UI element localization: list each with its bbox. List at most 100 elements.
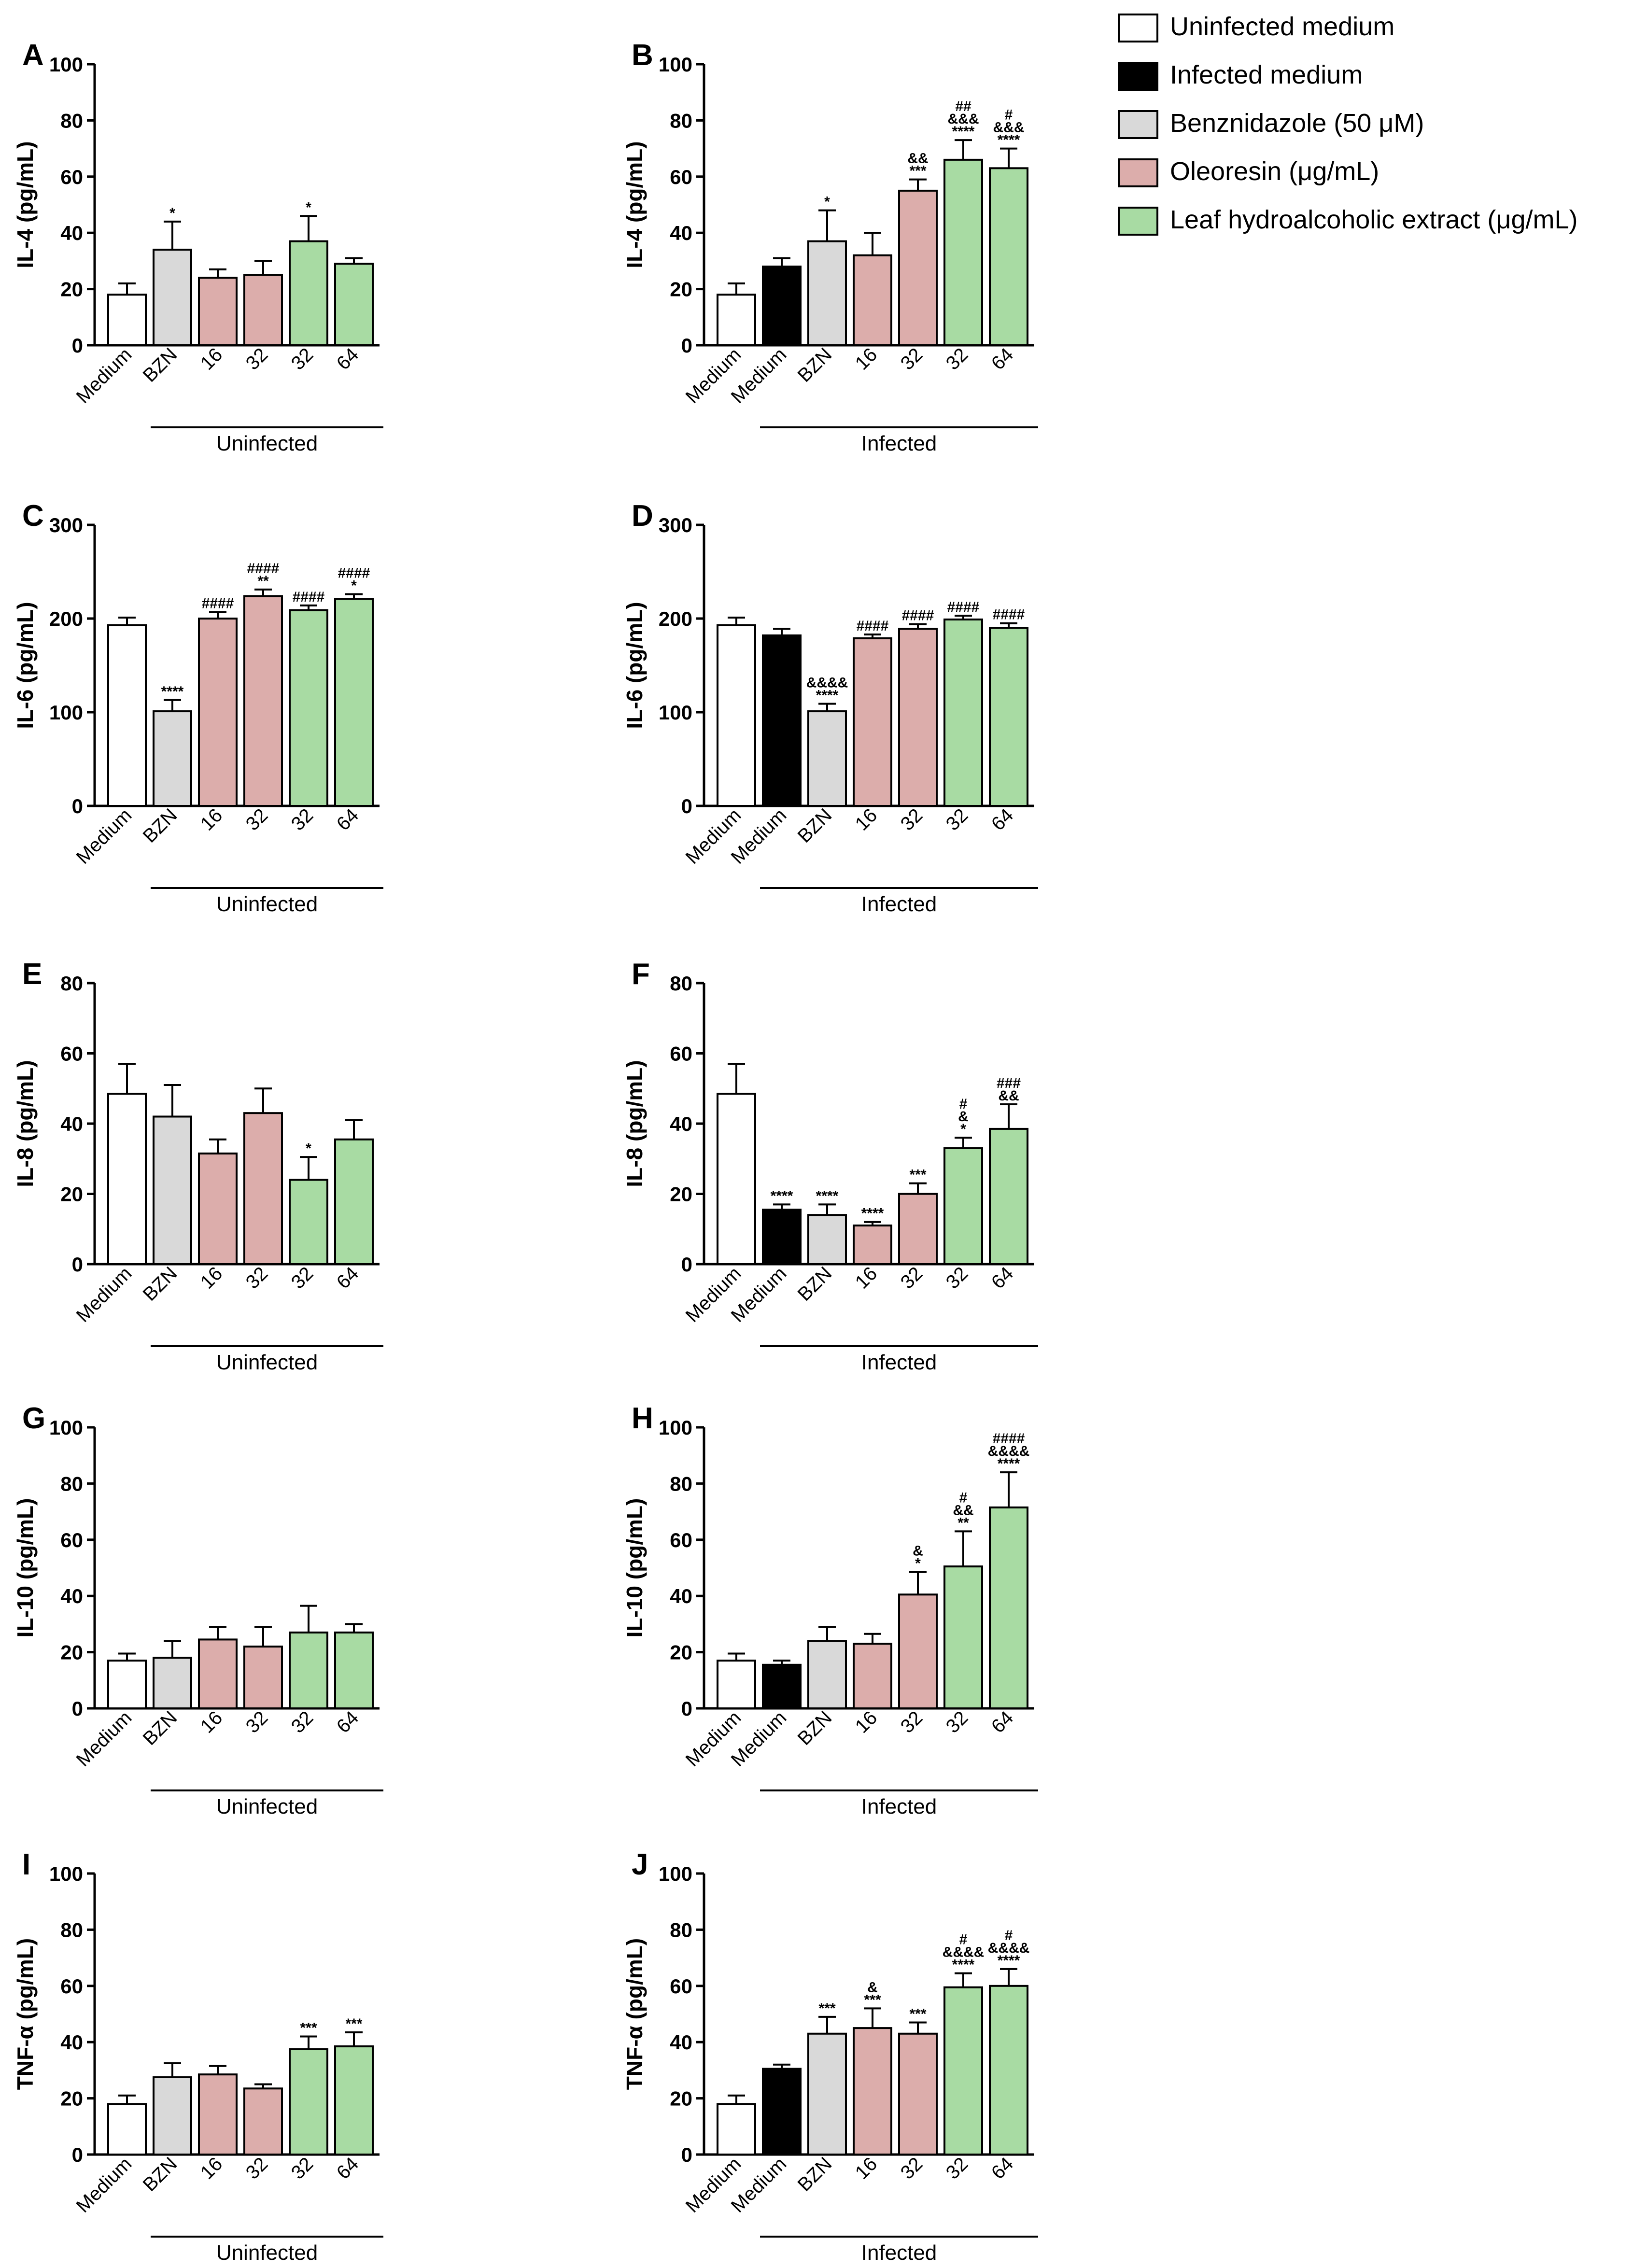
y-tick-label: 60 bbox=[670, 166, 692, 188]
x-tick-label: 64 bbox=[333, 1707, 363, 1737]
panel-letter: B bbox=[632, 39, 653, 72]
legend-swatch-uninfected-medium bbox=[1118, 14, 1158, 42]
y-tick-label: 100 bbox=[659, 1416, 692, 1439]
significance-label: * bbox=[960, 1121, 966, 1137]
x-tick-label: 64 bbox=[987, 344, 1018, 374]
x-tick-label: BZN bbox=[139, 1707, 182, 1749]
bar bbox=[762, 1663, 802, 1710]
significance-label: #### bbox=[902, 608, 934, 624]
bar bbox=[989, 1985, 1028, 2155]
significance-label: * bbox=[824, 194, 830, 210]
bar bbox=[717, 2103, 756, 2156]
bar bbox=[334, 2045, 374, 2156]
bar bbox=[289, 1179, 328, 1265]
y-axis-label: IL-10 (pg/mL) bbox=[13, 1498, 38, 1638]
significance-label: &&&& bbox=[806, 675, 848, 691]
bar bbox=[334, 598, 374, 807]
y-tick-label: 20 bbox=[60, 1183, 83, 1206]
x-tick-label: 32 bbox=[942, 2153, 972, 2183]
y-tick-label: 0 bbox=[681, 334, 692, 357]
bar bbox=[989, 1506, 1028, 1710]
significance-label: *** bbox=[300, 2020, 317, 2036]
bar bbox=[989, 1127, 1028, 1266]
bar bbox=[334, 1138, 374, 1266]
y-tick-label: 40 bbox=[60, 1585, 83, 1607]
panel-letter: F bbox=[632, 958, 650, 991]
x-tick-label: 64 bbox=[987, 804, 1018, 835]
significance-label: &&& bbox=[948, 111, 979, 127]
significance-label: **** bbox=[816, 1188, 839, 1204]
y-tick-label: 80 bbox=[60, 972, 83, 995]
legend-label: Leaf hydroalcoholic extract (μg/mL) bbox=[1170, 205, 1578, 234]
y-tick-label: 0 bbox=[72, 1253, 83, 1276]
y-tick-label: 60 bbox=[670, 1529, 692, 1551]
bar bbox=[943, 618, 983, 807]
panel-letter: D bbox=[632, 499, 653, 533]
legend-label: Infected medium bbox=[1170, 60, 1363, 89]
x-tick-label: 64 bbox=[987, 1263, 1018, 1293]
bar bbox=[898, 628, 938, 807]
significance-label: &&&& bbox=[988, 1443, 1030, 1459]
x-tick-label: 16 bbox=[851, 1707, 882, 1737]
x-tick-label: BZN bbox=[794, 1707, 836, 1749]
bar bbox=[853, 2027, 892, 2156]
y-tick-label: 200 bbox=[659, 607, 692, 630]
y-tick-label: 20 bbox=[670, 1641, 692, 1664]
significance-label: ### bbox=[997, 1075, 1021, 1091]
x-tick-label: 32 bbox=[287, 344, 318, 374]
bar bbox=[717, 1093, 756, 1266]
y-tick-label: 20 bbox=[60, 1641, 83, 1664]
bar bbox=[898, 1193, 938, 1265]
significance-label: #### bbox=[993, 1431, 1025, 1447]
x-tick-label: 32 bbox=[287, 1263, 318, 1293]
x-tick-label: 32 bbox=[897, 344, 927, 374]
x-tick-label: 32 bbox=[942, 344, 972, 374]
x-tick-label: 64 bbox=[333, 804, 363, 835]
significance-label: **** bbox=[816, 688, 839, 704]
bar bbox=[198, 2073, 238, 2155]
significance-label: && bbox=[998, 1088, 1019, 1104]
panel-letter: I bbox=[22, 1848, 30, 1881]
y-tick-label: 60 bbox=[60, 1975, 83, 1998]
x-tick-label: BZN bbox=[139, 1263, 182, 1305]
group-label: Uninfected bbox=[216, 1351, 318, 1374]
y-tick-label: 0 bbox=[72, 795, 83, 817]
y-tick-label: 300 bbox=[659, 514, 692, 536]
panel-letter: H bbox=[632, 1402, 653, 1435]
x-tick-label: BZN bbox=[139, 344, 182, 386]
x-tick-label: BZN bbox=[794, 804, 836, 847]
panel-letter: C bbox=[22, 499, 44, 533]
significance-label: *** bbox=[818, 2000, 835, 2016]
legend-swatch-oleoresin bbox=[1118, 158, 1158, 187]
bar bbox=[717, 624, 756, 807]
x-tick-label: 16 bbox=[851, 804, 882, 835]
y-tick-label: 80 bbox=[60, 1472, 83, 1495]
x-tick-label: 32 bbox=[242, 1263, 272, 1293]
group-label: Infected bbox=[861, 2241, 937, 2265]
x-tick-label: 16 bbox=[197, 1263, 227, 1293]
legend-label: Oleoresin (μg/mL) bbox=[1170, 157, 1380, 186]
bar bbox=[943, 158, 983, 346]
x-tick-label: 64 bbox=[987, 2153, 1018, 2183]
legend-label: Uninfected medium bbox=[1170, 12, 1395, 41]
bar bbox=[717, 294, 756, 346]
y-axis-label: IL-4 (pg/mL) bbox=[622, 141, 647, 268]
y-tick-label: 0 bbox=[681, 1697, 692, 1720]
significance-label: * bbox=[169, 205, 175, 221]
bar bbox=[107, 1093, 147, 1266]
y-axis-label: IL-8 (pg/mL) bbox=[13, 1060, 38, 1187]
x-tick-label: 16 bbox=[851, 2153, 882, 2183]
group-label: Infected bbox=[861, 1351, 937, 1374]
x-tick-label: 32 bbox=[287, 804, 318, 835]
bar bbox=[762, 1209, 802, 1266]
x-tick-label: 32 bbox=[942, 1263, 972, 1293]
y-axis-label: TNF-α (pg/mL) bbox=[622, 1938, 647, 2090]
y-tick-label: 300 bbox=[49, 514, 83, 536]
significance-label: && bbox=[953, 1502, 973, 1518]
